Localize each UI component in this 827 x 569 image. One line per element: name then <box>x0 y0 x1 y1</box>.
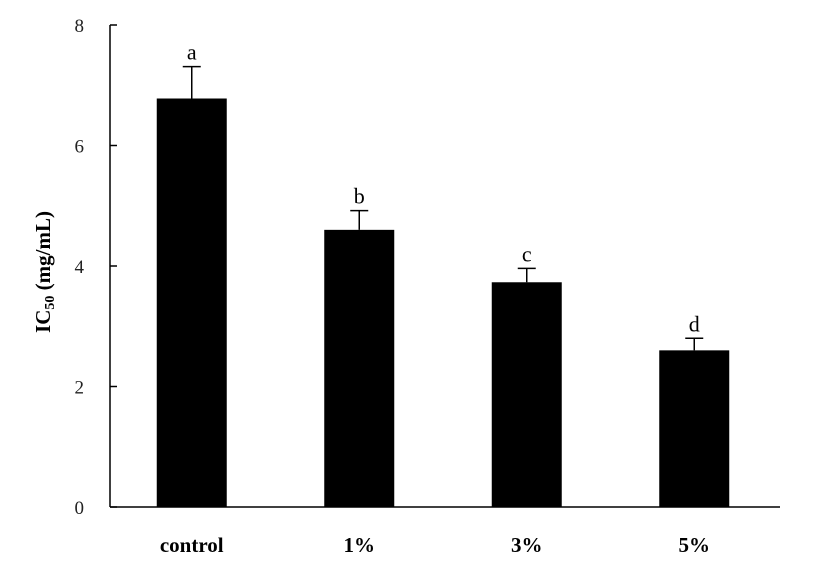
y-axis-title: IC50 (mg/mL) <box>31 211 58 333</box>
bar <box>324 229 395 507</box>
x-tick-label: 3% <box>511 533 543 557</box>
svg-text:IC50 (mg/mL): IC50 (mg/mL) <box>31 211 58 333</box>
y-tick-label: 8 <box>75 16 85 37</box>
significance-label: c <box>522 241 532 266</box>
y-tick-label: 4 <box>75 257 85 278</box>
y-axis-title-subscript: 50 <box>43 296 58 310</box>
bar <box>156 98 227 507</box>
significance-label: a <box>187 40 197 65</box>
y-tick-label: 0 <box>75 498 85 519</box>
x-tick-label: 5% <box>679 533 711 557</box>
x-tick-label: control <box>160 533 224 557</box>
x-tick-label: 1% <box>344 533 376 557</box>
y-tick-label: 2 <box>75 378 85 399</box>
significance-label: b <box>354 184 365 209</box>
y-axis-title-unit: (mg/mL) <box>31 211 55 296</box>
significance-label: d <box>689 311 700 336</box>
bar <box>659 350 730 507</box>
plot-area: 0 2 4 6 8 a control b 1% c 3% d 5% <box>75 16 780 557</box>
y-tick-label: 6 <box>75 137 85 158</box>
y-axis-title-main: IC <box>31 310 55 333</box>
bar <box>491 282 562 507</box>
